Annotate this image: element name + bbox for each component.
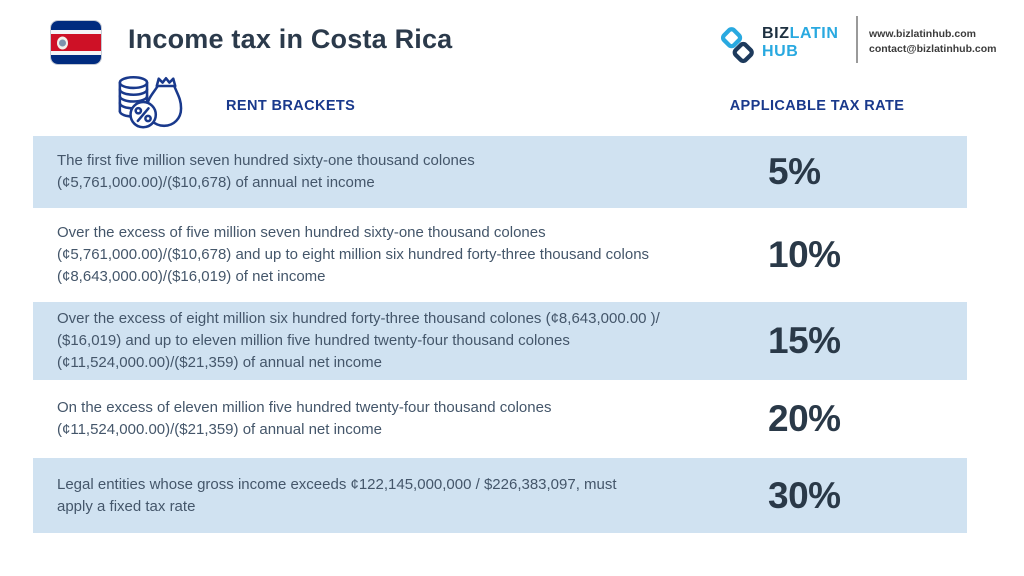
tax-bracket-row: Over the excess of five million seven hu… [33,208,967,302]
flag-stripe-blue [51,21,101,30]
flag-stripe-white [51,50,101,56]
bracket-text: Legal entities whose gross income exceed… [57,475,617,515]
logo-biz-text: BIZ [762,25,790,42]
tax-rate-value: 5% [768,151,821,192]
tax-bracket-row: Over the excess of eight million six hun… [33,302,967,380]
bracket-text: On the excess of eleven million five hun… [57,399,552,438]
logo-wordmark: BIZLATIN HUB [762,25,839,61]
contact-email: contact@bizlatinhub.com [869,43,997,55]
tax-brackets-table: The first five million seven hundred six… [33,136,967,533]
tax-rate-value: 30% [768,474,841,516]
flag-stripe-white [51,29,101,35]
costa-rica-flag-icon [51,21,101,64]
bizlatinhub-chainlink-logo-icon [716,22,758,74]
bracket-text: Over the excess of five million seven hu… [57,224,650,285]
flag-emblem [57,36,68,49]
column-header-applicable-tax-rate: APPLICABLE TAX RATE [729,98,905,114]
page-title: Income tax in Costa Rica [128,24,453,54]
website-url: www.bizlatinhub.com [869,28,976,40]
tax-bracket-row: The first five million seven hundred six… [33,136,967,208]
tax-rate-value: 10% [768,234,841,275]
logo-hub-text: HUB [762,43,799,60]
tax-rate-value: 20% [768,398,841,439]
flag-stripe-red [51,34,101,51]
logo-latin-text: LATIN [789,25,839,42]
tax-bracket-row: On the excess of eleven million five hun… [33,380,967,458]
coins-and-money-bag-icon [115,73,183,137]
flag-stripe-blue [51,55,101,64]
header-divider [856,16,858,63]
bracket-text: Over the excess of eight million six hun… [57,310,660,371]
bracket-text: The first five million seven hundred six… [57,152,475,191]
contact-block: www.bizlatinhub.com contact@bizlatinhub.… [869,27,997,57]
column-header-rent-brackets: RENT BRACKETS [226,98,356,114]
tax-rate-value: 15% [768,320,841,361]
tax-bracket-row: Legal entities whose gross income exceed… [33,458,967,533]
